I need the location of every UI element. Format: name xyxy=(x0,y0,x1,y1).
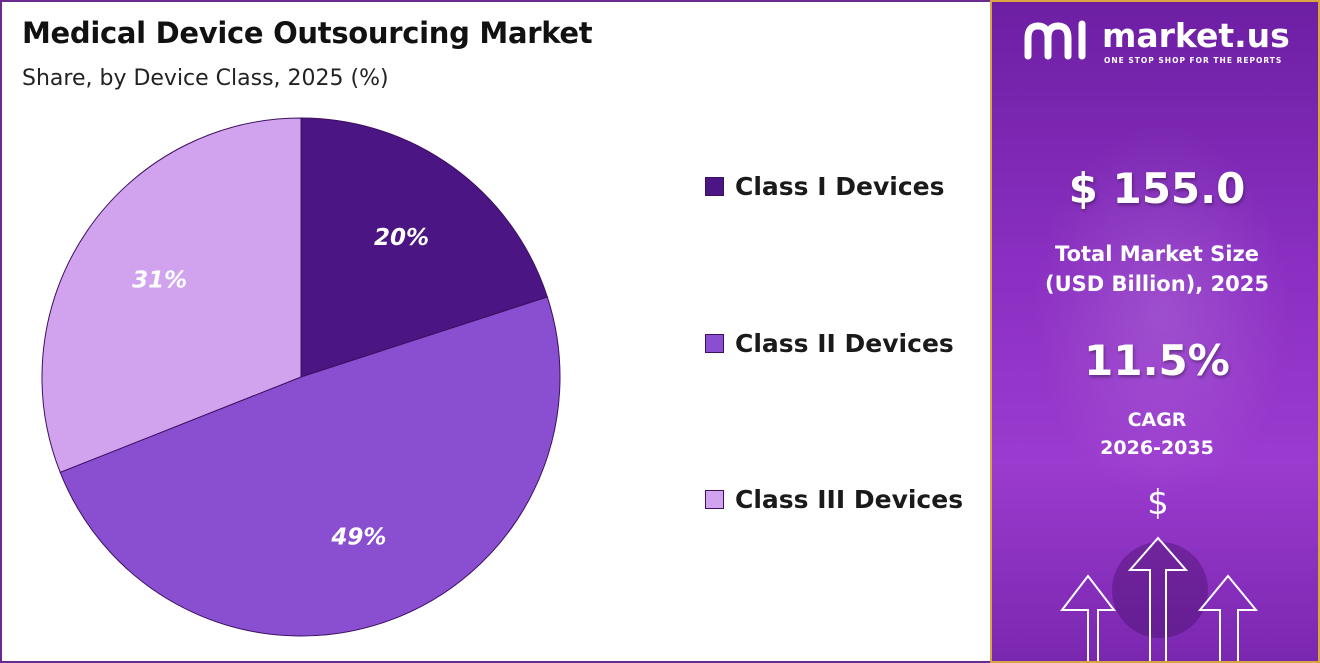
legend-swatch-2 xyxy=(705,334,724,353)
legend-swatch-1 xyxy=(705,177,724,196)
cagr-value-block: 11.5% xyxy=(992,336,1318,385)
legend-item-3: Class III Devices xyxy=(705,485,963,514)
legend-item-1: Class I Devices xyxy=(705,172,945,201)
cagr-value: 11.5% xyxy=(1084,336,1230,385)
cagr-period: 2026-2035 xyxy=(1100,437,1214,459)
cagr-label: CAGR xyxy=(1127,409,1187,431)
legend-label-2: Class II Devices xyxy=(735,329,954,358)
dollar-icon: $ xyxy=(1147,483,1169,523)
market-size-value-block: $ 155.0 xyxy=(992,164,1318,213)
market-size-label-line-1: Total Market Size xyxy=(1055,242,1259,266)
market-size-caption: Total Market Size (USD Billion), 2025 xyxy=(992,239,1318,299)
growth-arrows-icon: $ xyxy=(1059,483,1259,661)
market-us-logo: market.us ONE STOP SHOP FOR THE REPORTS xyxy=(1024,16,1304,66)
background-glow xyxy=(1032,122,1292,502)
pie-slice-2 xyxy=(59,296,561,637)
legend-item-2: Class II Devices xyxy=(705,329,954,358)
logo-tagline: ONE STOP SHOP FOR THE REPORTS xyxy=(1104,56,1283,65)
market-size-label-line-2: (USD Billion), 2025 xyxy=(1044,272,1270,296)
pie-slice-label-2: 49% xyxy=(330,524,386,550)
market-us-logo-icon xyxy=(1024,20,1086,60)
pie-slice-3 xyxy=(41,117,302,473)
legend-label-1: Class I Devices xyxy=(735,172,945,201)
summary-panel: market.us ONE STOP SHOP FOR THE REPORTS … xyxy=(990,0,1320,663)
pie-slice-label-1: 20% xyxy=(374,225,429,251)
market-size-value: $ 155.0 xyxy=(1068,164,1246,213)
chart-title: Medical Device Outsourcing Market xyxy=(22,16,593,50)
pie-slice-1 xyxy=(300,117,548,378)
cagr-caption: CAGR 2026-2035 xyxy=(992,406,1318,462)
chart-panel: Medical Device Outsourcing Market Share,… xyxy=(0,0,990,663)
legend-label-3: Class III Devices xyxy=(735,485,964,514)
legend-swatch-3 xyxy=(705,490,724,509)
pie-chart: 20% 49% 31% xyxy=(41,117,561,637)
logo-name: market.us xyxy=(1102,16,1290,55)
pie-slice-label-3: 31% xyxy=(132,267,187,293)
chart-subtitle: Share, by Device Class, 2025 (%) xyxy=(22,66,389,91)
